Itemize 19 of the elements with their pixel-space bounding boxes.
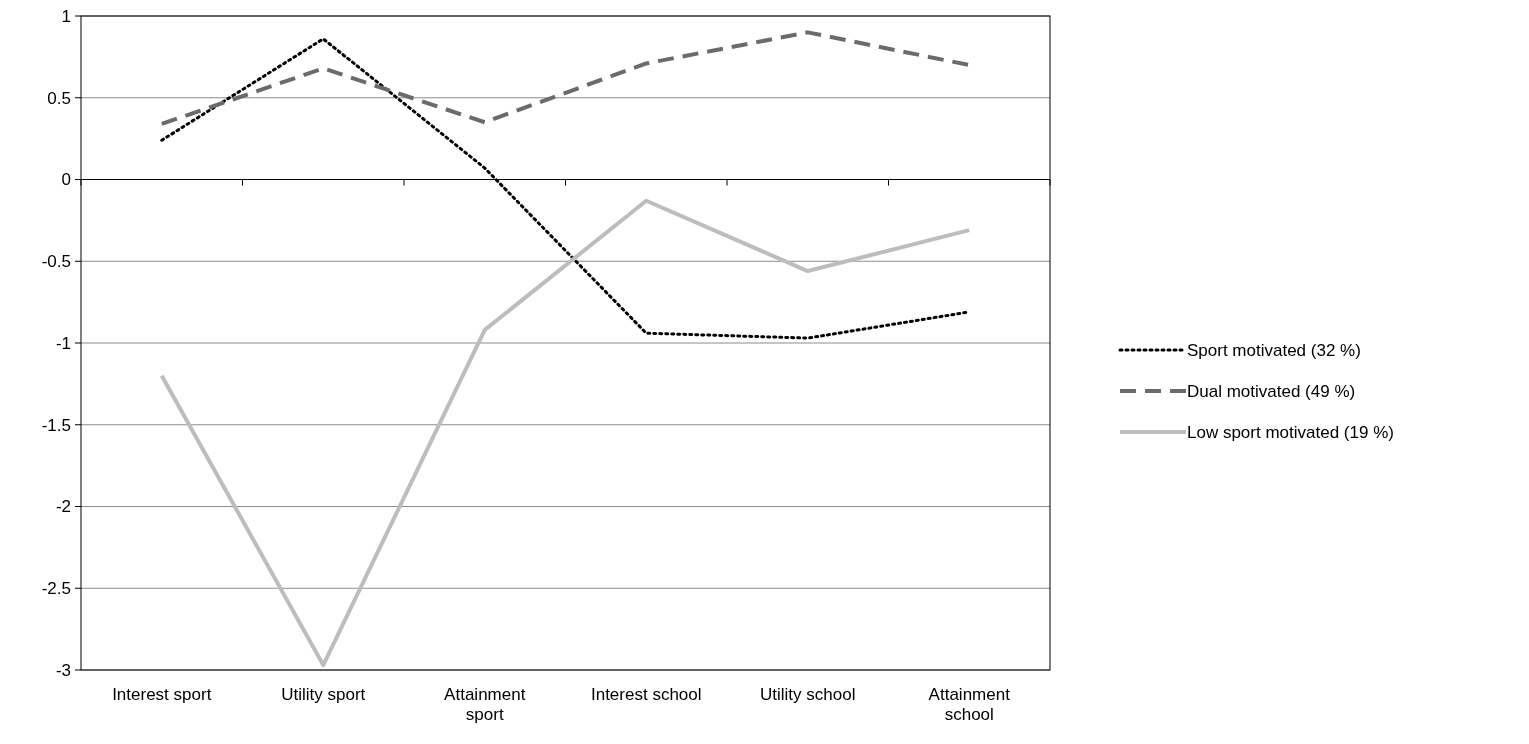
legend-label: Low sport motivated (19 %) xyxy=(1187,422,1394,442)
y-tick-label: 0.5 xyxy=(47,88,71,108)
y-tick-label: -3 xyxy=(55,660,71,680)
legend-label: Dual motivated (49 %) xyxy=(1187,381,1356,401)
legend-label: Sport motivated (32 %) xyxy=(1187,340,1361,360)
y-tick-label: 1 xyxy=(61,6,71,26)
x-tick-label: Utility school xyxy=(760,685,856,704)
y-tick-label: -1 xyxy=(55,333,71,353)
y-tick-label: 0 xyxy=(61,170,71,190)
x-tick-label: Attainment school xyxy=(928,685,1011,724)
x-tick-label: Utility sport xyxy=(281,685,366,704)
x-tick-label: Attainment sport xyxy=(444,685,526,724)
y-tick-label: -1.5 xyxy=(41,415,71,435)
y-tick-label: -2.5 xyxy=(41,579,71,599)
x-tick-label: Interest sport xyxy=(112,685,212,704)
y-tick-label: -0.5 xyxy=(41,252,71,272)
y-tick-label: -2 xyxy=(55,497,71,517)
line-series xyxy=(159,198,972,668)
x-tick-label: Interest school xyxy=(590,685,702,704)
